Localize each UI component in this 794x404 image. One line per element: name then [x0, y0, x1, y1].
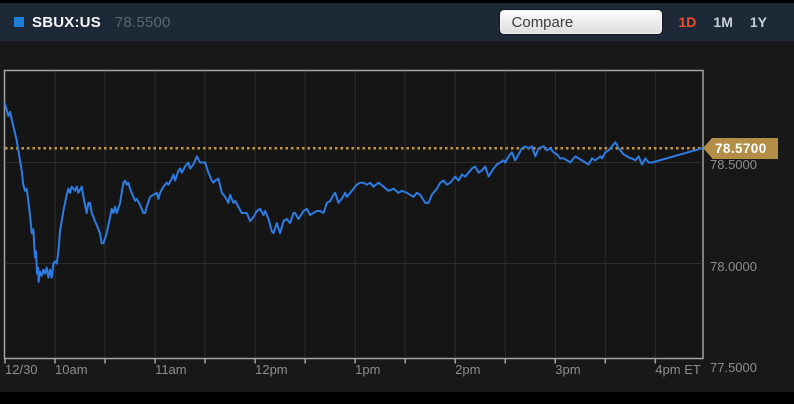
x-axis-label: 11am	[155, 362, 187, 377]
x-axis-label: 2pm	[455, 362, 481, 377]
chart-header: SBUX:US 78.5500 Compare 1D 1M 1Y	[0, 3, 794, 41]
range-tabs: 1D 1M 1Y	[679, 14, 767, 30]
range-tab-1m[interactable]: 1M	[713, 14, 733, 30]
compare-button[interactable]: Compare	[499, 10, 662, 34]
x-axis-label: 12/30	[5, 362, 38, 377]
badge-arrow-icon	[703, 138, 712, 159]
x-axis-label: 10am	[55, 362, 88, 377]
range-tab-1y[interactable]: 1Y	[749, 14, 767, 30]
x-axis-label: 3pm	[555, 362, 581, 377]
range-tab-1d[interactable]: 1D	[678, 14, 697, 30]
price-line-chart	[3, 69, 704, 364]
y-axis-label: 78.5000	[710, 157, 757, 173]
y-axis-label: 78.0000	[710, 258, 757, 274]
series-color-swatch-icon	[14, 17, 24, 27]
x-axis-label: 12pm	[255, 362, 288, 377]
chart-canvas[interactable]: 12/30 10am 11am 12pm 1pm 2pm 3pm 4pm ET 78.5000 7…	[0, 41, 794, 392]
last-price-badge: 78.5700	[703, 137, 778, 159]
x-axis-label: 1pm	[355, 362, 381, 377]
badge-price-text: 78.5700	[715, 140, 767, 156]
ticker-symbol: SBUX:US	[32, 13, 101, 31]
y-axis-label: 77.5000	[710, 359, 757, 375]
x-axis-label: 4pm ET	[655, 362, 701, 377]
header-last-price: 78.5500	[114, 13, 171, 31]
